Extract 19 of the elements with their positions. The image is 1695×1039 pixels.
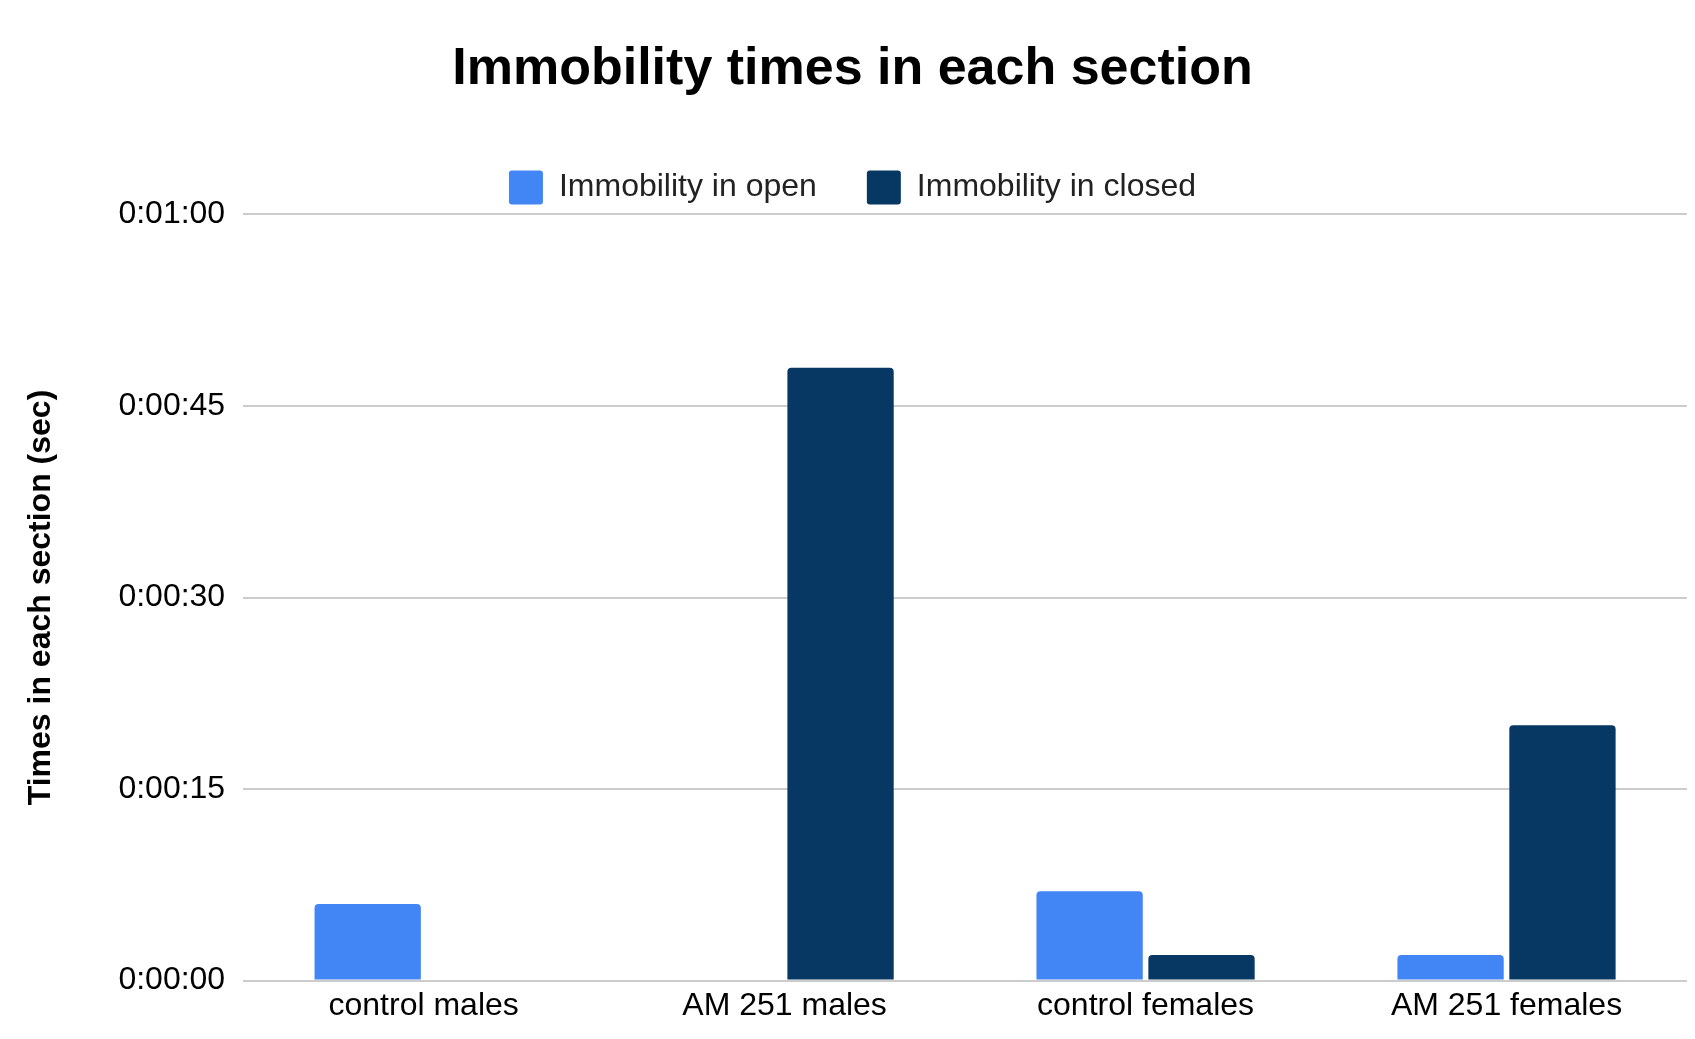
bar: [787, 367, 894, 980]
legend-label: Immobility in open: [558, 167, 817, 204]
y-tick-label: 0:00:30: [118, 577, 226, 614]
y-tick-label: 0:01:00: [118, 194, 226, 231]
y-tick-label: 0:00:15: [118, 768, 226, 805]
bar: [1036, 891, 1143, 980]
x-tick-label: AM 251 females: [1390, 985, 1623, 1022]
y-axis-title: Times in each section (sec): [21, 389, 58, 806]
x-tick-label: AM 251 males: [682, 985, 887, 1022]
chart-title: Immobility times in each section: [452, 36, 1253, 95]
bar: [1148, 955, 1255, 980]
bar: [1397, 955, 1504, 980]
bar: [314, 903, 421, 980]
bar: [1509, 725, 1616, 980]
legend-label: Immobility in closed: [916, 167, 1197, 204]
y-tick-label: 0:00:45: [118, 385, 226, 422]
x-tick-label: control males: [328, 985, 519, 1022]
x-tick-label: control females: [1037, 985, 1255, 1022]
y-tick-label: 0:00:00: [118, 960, 226, 997]
